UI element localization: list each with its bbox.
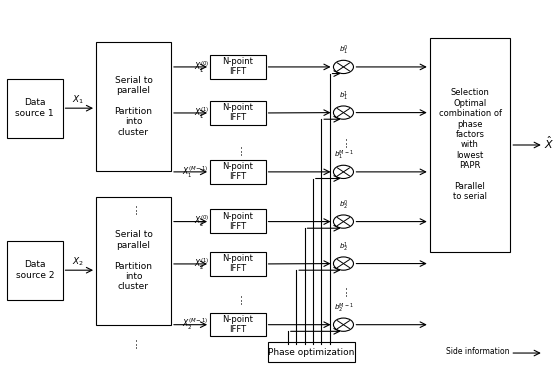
Text: N-point
IFFT: N-point IFFT (222, 315, 253, 334)
Text: N-point
IFFT: N-point IFFT (222, 103, 253, 122)
Text: $X_2$: $X_2$ (72, 256, 84, 268)
Text: $X_1$: $X_1$ (72, 94, 84, 106)
Text: ...: ... (231, 292, 244, 304)
Text: N-point
IFFT: N-point IFFT (222, 57, 253, 76)
FancyBboxPatch shape (7, 241, 63, 300)
Text: $X_2^{(0)}$: $X_2^{(0)}$ (193, 214, 209, 229)
Text: N-point
IFFT: N-point IFFT (222, 212, 253, 231)
Text: N-point
IFFT: N-point IFFT (222, 254, 253, 273)
Text: Selection
Optimal
combination of
phase
factors
with
lowest
PAPR

Parallel
to ser: Selection Optimal combination of phase f… (438, 89, 501, 201)
Text: N-point
IFFT: N-point IFFT (222, 162, 253, 181)
Text: Data
source 1: Data source 1 (16, 98, 54, 118)
Text: ...: ... (337, 285, 350, 296)
Text: $b_2^1$: $b_2^1$ (339, 241, 348, 254)
FancyBboxPatch shape (210, 312, 266, 336)
Text: Side information: Side information (447, 347, 510, 356)
Text: ...: ... (337, 135, 350, 147)
FancyBboxPatch shape (7, 79, 63, 138)
FancyBboxPatch shape (210, 101, 266, 125)
Text: Serial to
parallel

Partition
into
cluster: Serial to parallel Partition into cluste… (115, 230, 153, 292)
FancyBboxPatch shape (210, 55, 266, 79)
Text: $\hat{X}$: $\hat{X}$ (544, 135, 554, 151)
FancyBboxPatch shape (430, 38, 510, 252)
Text: $X_1^{(1)}$: $X_1^{(1)}$ (193, 105, 209, 121)
Text: $b_2^{M-1}$: $b_2^{M-1}$ (334, 302, 353, 315)
Text: $X_1^{(M-1)}$: $X_1^{(M-1)}$ (182, 164, 209, 180)
Text: $X_1^{(0)}$: $X_1^{(0)}$ (193, 59, 209, 75)
Text: Serial to
parallel

Partition
into
cluster: Serial to parallel Partition into cluste… (115, 76, 153, 137)
Text: Phase optimization: Phase optimization (268, 348, 354, 357)
Text: ...: ... (127, 201, 140, 214)
FancyBboxPatch shape (210, 252, 266, 276)
Text: $b_1^0$: $b_1^0$ (339, 44, 348, 58)
FancyBboxPatch shape (96, 42, 171, 171)
Text: $b_2^0$: $b_2^0$ (339, 199, 348, 212)
FancyBboxPatch shape (210, 160, 266, 184)
FancyBboxPatch shape (96, 197, 171, 325)
Text: $b_1^{M-1}$: $b_1^{M-1}$ (334, 149, 353, 162)
FancyBboxPatch shape (210, 210, 266, 233)
Text: $X_2^{(1)}$: $X_2^{(1)}$ (193, 256, 209, 272)
Text: $X_2^{(M-1)}$: $X_2^{(M-1)}$ (182, 317, 209, 332)
Text: Data
source 2: Data source 2 (16, 260, 54, 280)
Text: ...: ... (231, 143, 244, 155)
Text: $b_1^1$: $b_1^1$ (339, 90, 348, 103)
FancyBboxPatch shape (268, 342, 354, 362)
Text: ...: ... (127, 336, 140, 348)
